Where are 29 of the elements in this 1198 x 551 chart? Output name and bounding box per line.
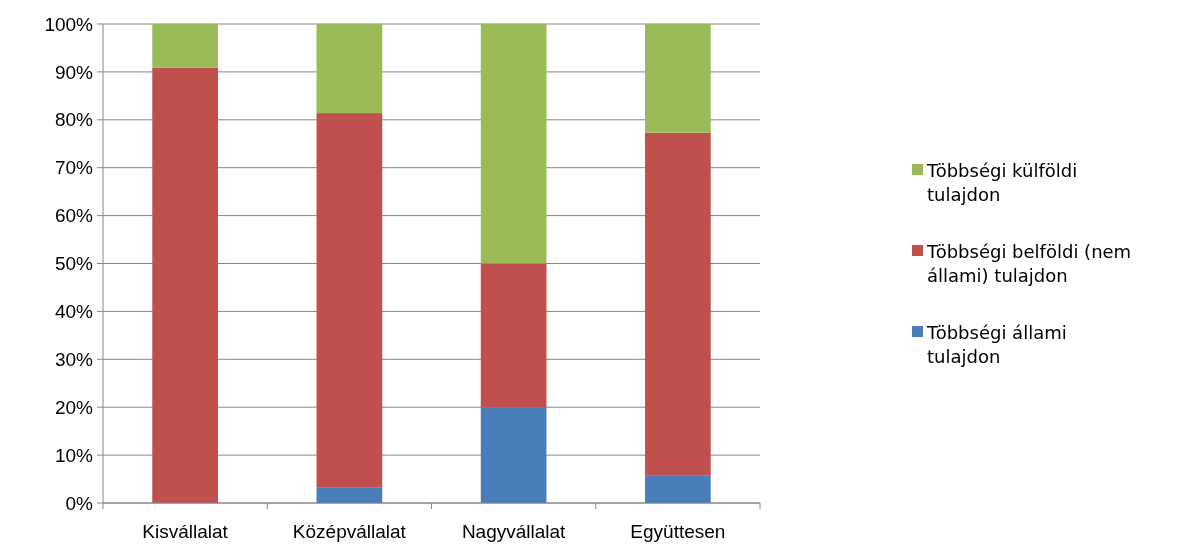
bar [152, 24, 218, 68]
bar [645, 475, 711, 503]
y-tick-label: 100% [44, 13, 94, 35]
y-tick-label: 60% [54, 205, 94, 227]
y-tick-label: 0% [65, 492, 94, 514]
bar [645, 132, 711, 476]
x-tick-label: Nagyvállalat [461, 521, 567, 542]
bar [645, 24, 711, 133]
y-tick-label: 10% [54, 444, 94, 466]
y-tick-label: 50% [54, 253, 94, 275]
x-tick-label: Együttesen [630, 521, 726, 542]
bar [152, 67, 218, 503]
y-tick-label: 20% [54, 396, 94, 418]
legend-label: Többségi külföldi tulajdon [926, 160, 1078, 205]
y-tick-label: 40% [54, 301, 94, 323]
y-tick-label: 90% [54, 61, 94, 83]
x-tick-label: Középvállalat [292, 521, 407, 542]
bar [316, 487, 383, 503]
bar [316, 24, 383, 114]
legend-label: Többségi belföldi (nem állami) tulajdon [926, 241, 1132, 286]
bar [316, 113, 383, 488]
bar [480, 263, 547, 408]
y-tick-label: 80% [54, 109, 94, 131]
bar [480, 24, 547, 264]
legend-label: Többségi állami tulajdon [926, 322, 1067, 367]
y-tick-label: 70% [54, 157, 94, 179]
x-tick-label: Kisvállalat [142, 521, 229, 542]
bar [480, 407, 547, 503]
y-tick-label: 30% [54, 348, 94, 370]
